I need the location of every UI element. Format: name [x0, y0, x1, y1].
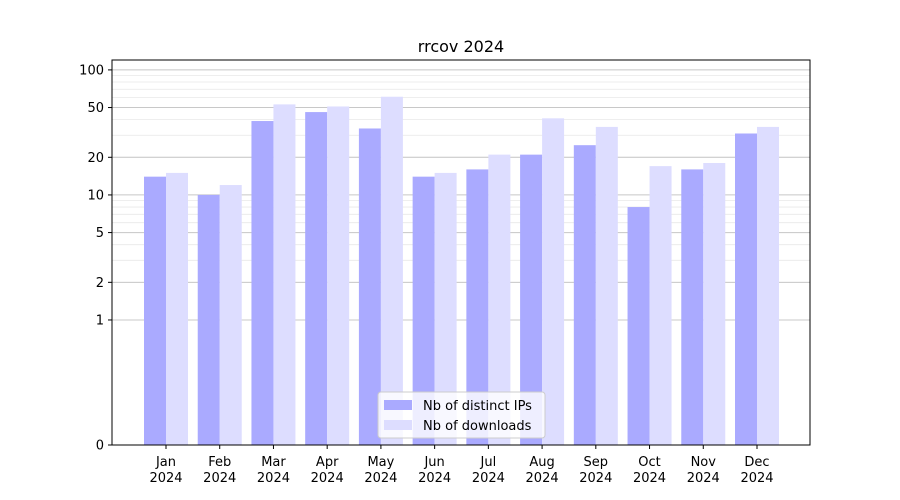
- y-tick-label: 10: [87, 188, 104, 203]
- axes-layer: 0125102050100Jan2024Feb2024Mar2024Apr202…: [79, 63, 773, 486]
- legend-label: Nb of downloads: [423, 419, 532, 434]
- x-tick-label-year: 2024: [526, 471, 559, 486]
- bar-distinct-ips: [681, 169, 704, 445]
- x-tick-label-year: 2024: [579, 471, 612, 486]
- bar-distinct-ips: [466, 169, 489, 445]
- y-tick-label: 0: [96, 439, 104, 454]
- x-tick-label-year: 2024: [633, 471, 666, 486]
- x-tick-label-month: Mar: [261, 455, 286, 470]
- x-tick-label-month: Nov: [691, 455, 717, 470]
- bar-distinct-ips: [251, 121, 274, 446]
- x-tick-label-year: 2024: [364, 471, 397, 486]
- x-tick-label-month: May: [367, 455, 394, 470]
- x-tick-label-month: Dec: [744, 455, 769, 470]
- x-tick-label-month: Jun: [423, 455, 444, 470]
- bar-downloads: [327, 106, 350, 445]
- bars-layer: [144, 96, 779, 446]
- x-tick-label-month: Oct: [638, 455, 660, 470]
- plot-frame: [111, 59, 811, 446]
- y-tick-label: 1: [96, 313, 104, 328]
- y-tick-label: 20: [87, 151, 104, 166]
- bar-downloads: [219, 185, 242, 445]
- legend-swatch: [384, 420, 412, 430]
- legend-label: Nb of distinct IPs: [423, 399, 532, 414]
- x-tick-label-month: Jan: [155, 455, 176, 470]
- bar-downloads: [757, 126, 779, 446]
- y-tick-label: 50: [87, 101, 104, 116]
- bar-distinct-ips: [144, 176, 166, 445]
- bar-downloads: [595, 126, 618, 446]
- y-tick-label: 2: [96, 276, 104, 291]
- x-tick-label-year: 2024: [472, 471, 505, 486]
- x-tick-label-year: 2024: [311, 471, 344, 486]
- x-tick-label-year: 2024: [740, 471, 773, 486]
- bar-downloads: [434, 172, 457, 445]
- chart-title: rrcov 2024: [418, 37, 504, 56]
- x-tick-label-year: 2024: [203, 471, 236, 486]
- x-tick-label-year: 2024: [418, 471, 451, 486]
- x-tick-label-month: Sep: [584, 455, 609, 470]
- bar-downloads: [703, 163, 726, 445]
- bar-distinct-ips: [412, 176, 435, 445]
- legend-box: [377, 391, 546, 439]
- bar-downloads: [649, 166, 672, 445]
- legend-swatch: [384, 400, 412, 410]
- bar-distinct-ips: [735, 133, 757, 445]
- bar-downloads: [166, 172, 188, 445]
- y-tick-label: 100: [79, 63, 104, 78]
- x-tick-label-month: Aug: [529, 455, 554, 470]
- bar-downloads: [488, 154, 511, 446]
- bar-distinct-ips: [358, 128, 381, 445]
- bar-distinct-ips: [627, 207, 650, 445]
- x-tick-label-year: 2024: [149, 471, 182, 486]
- bar-distinct-ips: [197, 194, 220, 445]
- bar-downloads: [380, 96, 403, 445]
- x-tick-label-month: Apr: [316, 455, 339, 470]
- y-tick-label: 5: [96, 226, 104, 241]
- bar-distinct-ips: [305, 112, 328, 445]
- x-tick-label-month: Jul: [480, 455, 497, 470]
- bar-distinct-ips: [520, 154, 543, 446]
- legend: Nb of distinct IPs Nb of downloads: [377, 391, 546, 439]
- x-tick-label-month: Feb: [208, 455, 231, 470]
- x-tick-label-year: 2024: [687, 471, 720, 486]
- bar-downloads: [542, 118, 565, 445]
- bar-distinct-ips: [573, 145, 596, 445]
- bar-downloads: [273, 104, 296, 445]
- x-tick-label-year: 2024: [257, 471, 290, 486]
